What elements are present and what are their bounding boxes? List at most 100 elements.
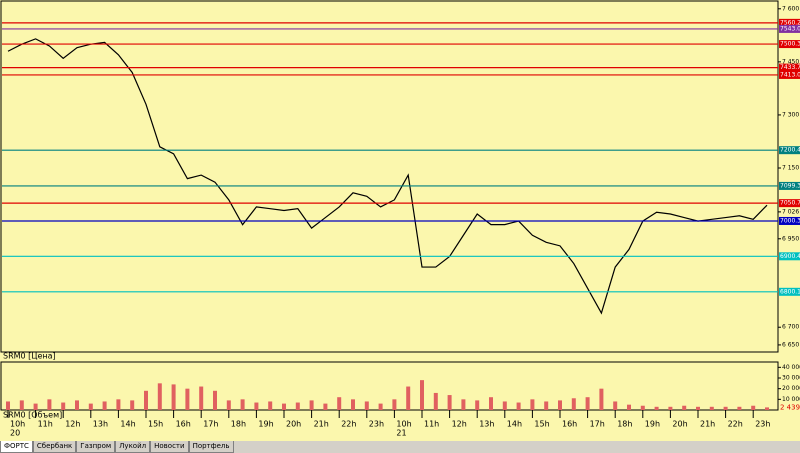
tabs: ФОРТС Сбербанк Газпром Лукойл Новости Портфел…	[0, 441, 234, 453]
volume-bar	[627, 404, 631, 410]
volume-bar	[502, 401, 507, 410]
x-tick-label: 21h	[314, 420, 329, 429]
volume-bar	[406, 386, 411, 410]
level-label: 7433.77	[780, 64, 800, 71]
volume-bar	[364, 401, 369, 410]
date-label: 20	[10, 429, 20, 438]
volume-bar	[544, 401, 549, 410]
volume-bar	[282, 403, 286, 410]
volume-bar	[199, 386, 204, 410]
level-label: 7413.05	[780, 71, 800, 78]
volume-bar	[461, 399, 466, 410]
volume-label: 2 439	[780, 403, 800, 411]
level-tag	[779, 252, 800, 261]
tab[interactable]: Новости	[150, 441, 189, 453]
volume-bar	[185, 388, 190, 410]
volume-bar	[737, 406, 742, 410]
volume-bar	[254, 402, 259, 410]
x-tick-label: 14h	[120, 420, 135, 429]
x-tick-label: 10h	[396, 420, 411, 429]
tab[interactable]: Портфель	[188, 441, 234, 453]
volume-bar	[585, 397, 590, 410]
tab[interactable]: Газпром	[76, 441, 116, 453]
volume-bar	[226, 400, 231, 410]
x-tick-label: 13h	[479, 420, 494, 429]
y-tick-label: 7 026	[782, 208, 799, 215]
volume-bar	[47, 399, 52, 410]
volume-bar	[6, 401, 10, 410]
level-label: 7200.42	[780, 147, 800, 154]
volume-bar	[392, 399, 397, 410]
volume-bar	[88, 403, 93, 410]
volume-bar	[516, 402, 521, 410]
x-tick-label: 21h	[700, 420, 715, 429]
x-tick-label: 12h	[452, 420, 467, 429]
volume-bar	[599, 388, 604, 410]
x-tick-label: 23h	[755, 420, 770, 429]
level-label: 7500.31	[780, 41, 800, 48]
tab[interactable]: Лукойл	[115, 441, 151, 453]
volume-bar	[640, 405, 645, 410]
tab[interactable]: ФОРТС	[0, 441, 33, 453]
level-label: 7050.72	[780, 200, 800, 207]
level-tag	[779, 18, 800, 27]
volume-bar	[447, 395, 452, 410]
x-tick-label: 19h	[645, 420, 660, 429]
x-tick-label: 16h	[562, 420, 577, 429]
volume-bar	[489, 397, 493, 410]
tab[interactable]: Сбербанк	[32, 441, 77, 453]
x-tick-label: 18h	[617, 420, 632, 429]
y-tick-label: 7 300	[782, 111, 799, 118]
volume-bar	[19, 400, 24, 410]
x-tick-label: 11h	[38, 420, 53, 429]
volume-bar	[268, 401, 273, 410]
volume-bar	[33, 403, 38, 410]
x-tick-label: 23h	[369, 420, 384, 429]
level-tag	[779, 24, 800, 33]
volume-bar	[668, 406, 673, 410]
level-tag	[779, 63, 800, 72]
volume-bar	[682, 405, 687, 410]
volume-bar	[433, 392, 438, 410]
level-label: 6800.10	[780, 288, 800, 295]
y-tick-label: 7 450	[782, 58, 799, 65]
volume-bar	[654, 406, 659, 410]
x-tick-label: 10h	[10, 420, 25, 429]
x-tick-label: 12h	[65, 420, 80, 429]
date-label: 21	[396, 429, 406, 438]
x-tick-label: 16h	[176, 420, 191, 429]
y-tick-label: 6 650	[782, 341, 799, 348]
volume-bar	[613, 401, 618, 410]
volume-bar	[240, 399, 245, 410]
x-tick-label: 17h	[203, 420, 218, 429]
volume-bar	[420, 380, 424, 410]
y-tick-label: 10 000	[782, 396, 800, 403]
level-tag	[779, 181, 800, 190]
y-tick-label: 30 000	[782, 375, 800, 382]
volume-bar	[765, 407, 769, 410]
volume-bar	[130, 400, 135, 410]
level-tag	[779, 146, 800, 155]
x-tick-label: 11h	[424, 420, 439, 429]
volume-bar	[102, 401, 107, 410]
volume-pane-title: SRM0 [Объем]	[3, 411, 62, 420]
price-pane-title: SRM0 [Цена]	[3, 352, 56, 361]
level-label: 7543.09	[780, 25, 800, 32]
level-tag	[779, 216, 800, 225]
volume-bar	[696, 406, 700, 410]
price-pane	[0, 0, 779, 353]
volume-bar	[751, 405, 756, 410]
x-tick-label: 15h	[148, 420, 163, 429]
volume-bar	[558, 400, 562, 410]
volume-bar	[144, 390, 148, 410]
x-tick-label: 22h	[341, 420, 356, 429]
volume-bar	[171, 384, 176, 410]
x-tick-label: 19h	[258, 420, 273, 429]
level-label: 6900.47	[780, 253, 800, 260]
volume-bar	[337, 397, 342, 410]
level-tag	[779, 287, 800, 296]
y-tick-label: 6 950	[782, 235, 799, 242]
level-tag	[779, 40, 800, 49]
y-tick-label: 40 000	[782, 364, 800, 371]
